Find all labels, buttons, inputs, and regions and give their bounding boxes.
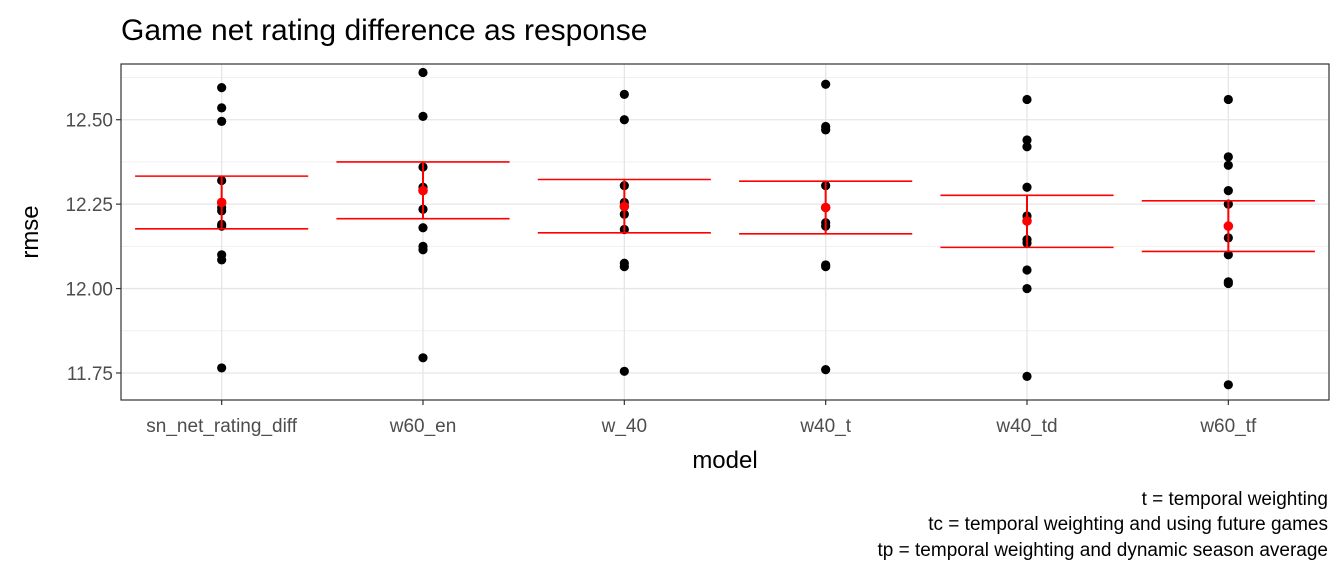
x-tick-label: w40_td xyxy=(995,416,1057,437)
data-point xyxy=(1022,371,1032,381)
y-axis: 11.75 12.00 12.25 12.50 xyxy=(65,111,121,385)
plot-border xyxy=(120,63,1330,401)
data-point xyxy=(217,363,227,373)
chart-title: Game net rating difference as response xyxy=(121,14,647,47)
mean-point xyxy=(1223,221,1234,231)
data-point xyxy=(821,262,831,272)
data-point xyxy=(619,89,629,99)
data-point xyxy=(821,125,831,135)
data-point xyxy=(217,103,227,113)
x-tick-label: w60_tf xyxy=(1199,416,1257,437)
data-point xyxy=(418,353,428,363)
data-point xyxy=(821,365,831,375)
y-tick-label: 12.00 xyxy=(65,280,113,301)
data-point xyxy=(1223,152,1233,162)
caption-line-1: t = temporal weighting xyxy=(1142,489,1328,510)
data-point xyxy=(418,223,428,233)
caption-line-2: tc = temporal weighting and using future… xyxy=(928,514,1328,535)
mean-point xyxy=(820,202,831,213)
data-point xyxy=(418,111,428,121)
caption-line-3: tp = temporal weighting and dynamic seas… xyxy=(878,540,1328,561)
mean-point xyxy=(619,201,630,212)
data-point xyxy=(1022,265,1032,275)
data-point xyxy=(1022,182,1032,192)
data-point xyxy=(1223,186,1233,196)
data-point xyxy=(1223,278,1233,289)
x-tick-label: sn_net_rating_diff xyxy=(146,416,297,437)
data-point xyxy=(217,83,227,93)
data-point xyxy=(619,262,629,272)
y-tick-label: 11.75 xyxy=(67,364,113,385)
data-point xyxy=(217,116,227,127)
y-axis-title: rmse xyxy=(17,205,44,258)
x-axis: sn_net_rating_diff w60_en w_40 w40_t w40_td w… xyxy=(146,400,1257,437)
data-point xyxy=(1223,380,1233,390)
x-axis-title: model xyxy=(692,447,757,474)
x-tick-label: w60_en xyxy=(389,416,457,437)
mean-point xyxy=(1022,216,1032,226)
data-point xyxy=(1223,250,1233,260)
y-tick-label: 12.50 xyxy=(65,111,113,132)
data-point xyxy=(418,245,428,255)
data-point xyxy=(418,67,428,78)
mean-error-bars xyxy=(135,161,1315,253)
grid-minor xyxy=(121,77,1329,332)
data-point xyxy=(1223,160,1233,170)
plot-panel xyxy=(121,64,1329,400)
data-point xyxy=(1022,283,1032,294)
data-point xyxy=(1223,94,1233,105)
data-point xyxy=(821,79,831,89)
mean-point xyxy=(216,197,227,208)
data-point xyxy=(619,115,629,125)
data-point xyxy=(1022,94,1032,105)
data-point xyxy=(1022,135,1032,145)
data-point xyxy=(1022,142,1032,152)
x-tick-label: w_40 xyxy=(601,416,647,437)
data-point xyxy=(217,255,227,265)
x-tick-label: w40_t xyxy=(799,416,851,437)
y-tick-label: 12.25 xyxy=(65,195,113,216)
mean-point xyxy=(418,185,428,196)
data-point xyxy=(619,366,629,376)
